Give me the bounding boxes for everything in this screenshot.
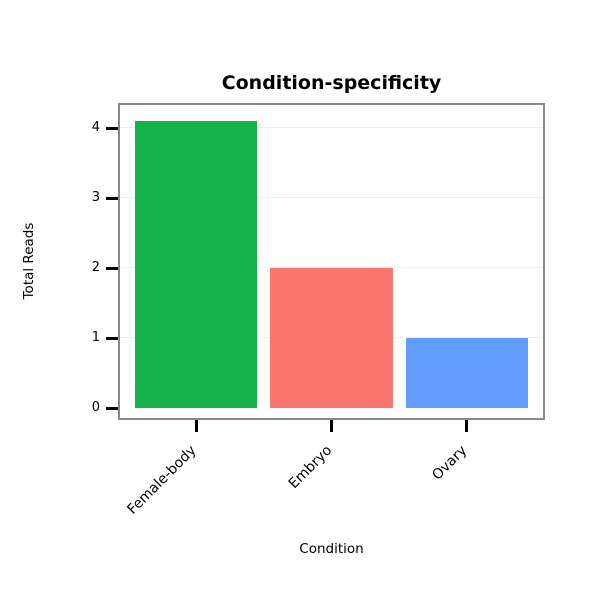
y-tick-mark	[106, 266, 118, 270]
bars-group	[120, 105, 543, 418]
y-tick-label: 0	[91, 400, 100, 415]
gridline	[120, 197, 543, 198]
bar-ovary	[405, 338, 528, 408]
x-tick-label: Embryo	[285, 442, 335, 492]
y-tick-label: 2	[91, 260, 100, 275]
y-tick-mark	[106, 126, 118, 130]
y-tick-label: 4	[91, 120, 100, 135]
y-tick-mark	[106, 336, 118, 340]
plot-area	[118, 103, 545, 420]
y-axis-title: Total Reads	[21, 222, 37, 300]
x-tick-mark	[465, 420, 469, 432]
gridline	[120, 127, 543, 128]
bar-female-body	[135, 121, 258, 408]
y-tick-mark	[106, 406, 118, 410]
gridline	[120, 267, 543, 268]
y-tick-label: 3	[91, 190, 100, 205]
x-tick-mark	[194, 420, 198, 432]
x-tick-label: Ovary	[429, 442, 471, 484]
y-tick-label: 1	[91, 330, 100, 345]
y-tick-mark	[106, 196, 118, 200]
x-tick-label: Female-body	[124, 442, 200, 518]
bar-embryo	[270, 268, 393, 408]
x-axis-title: Condition	[299, 541, 364, 557]
x-tick-mark	[329, 420, 333, 432]
chart-title: Condition-specificity	[221, 72, 442, 94]
